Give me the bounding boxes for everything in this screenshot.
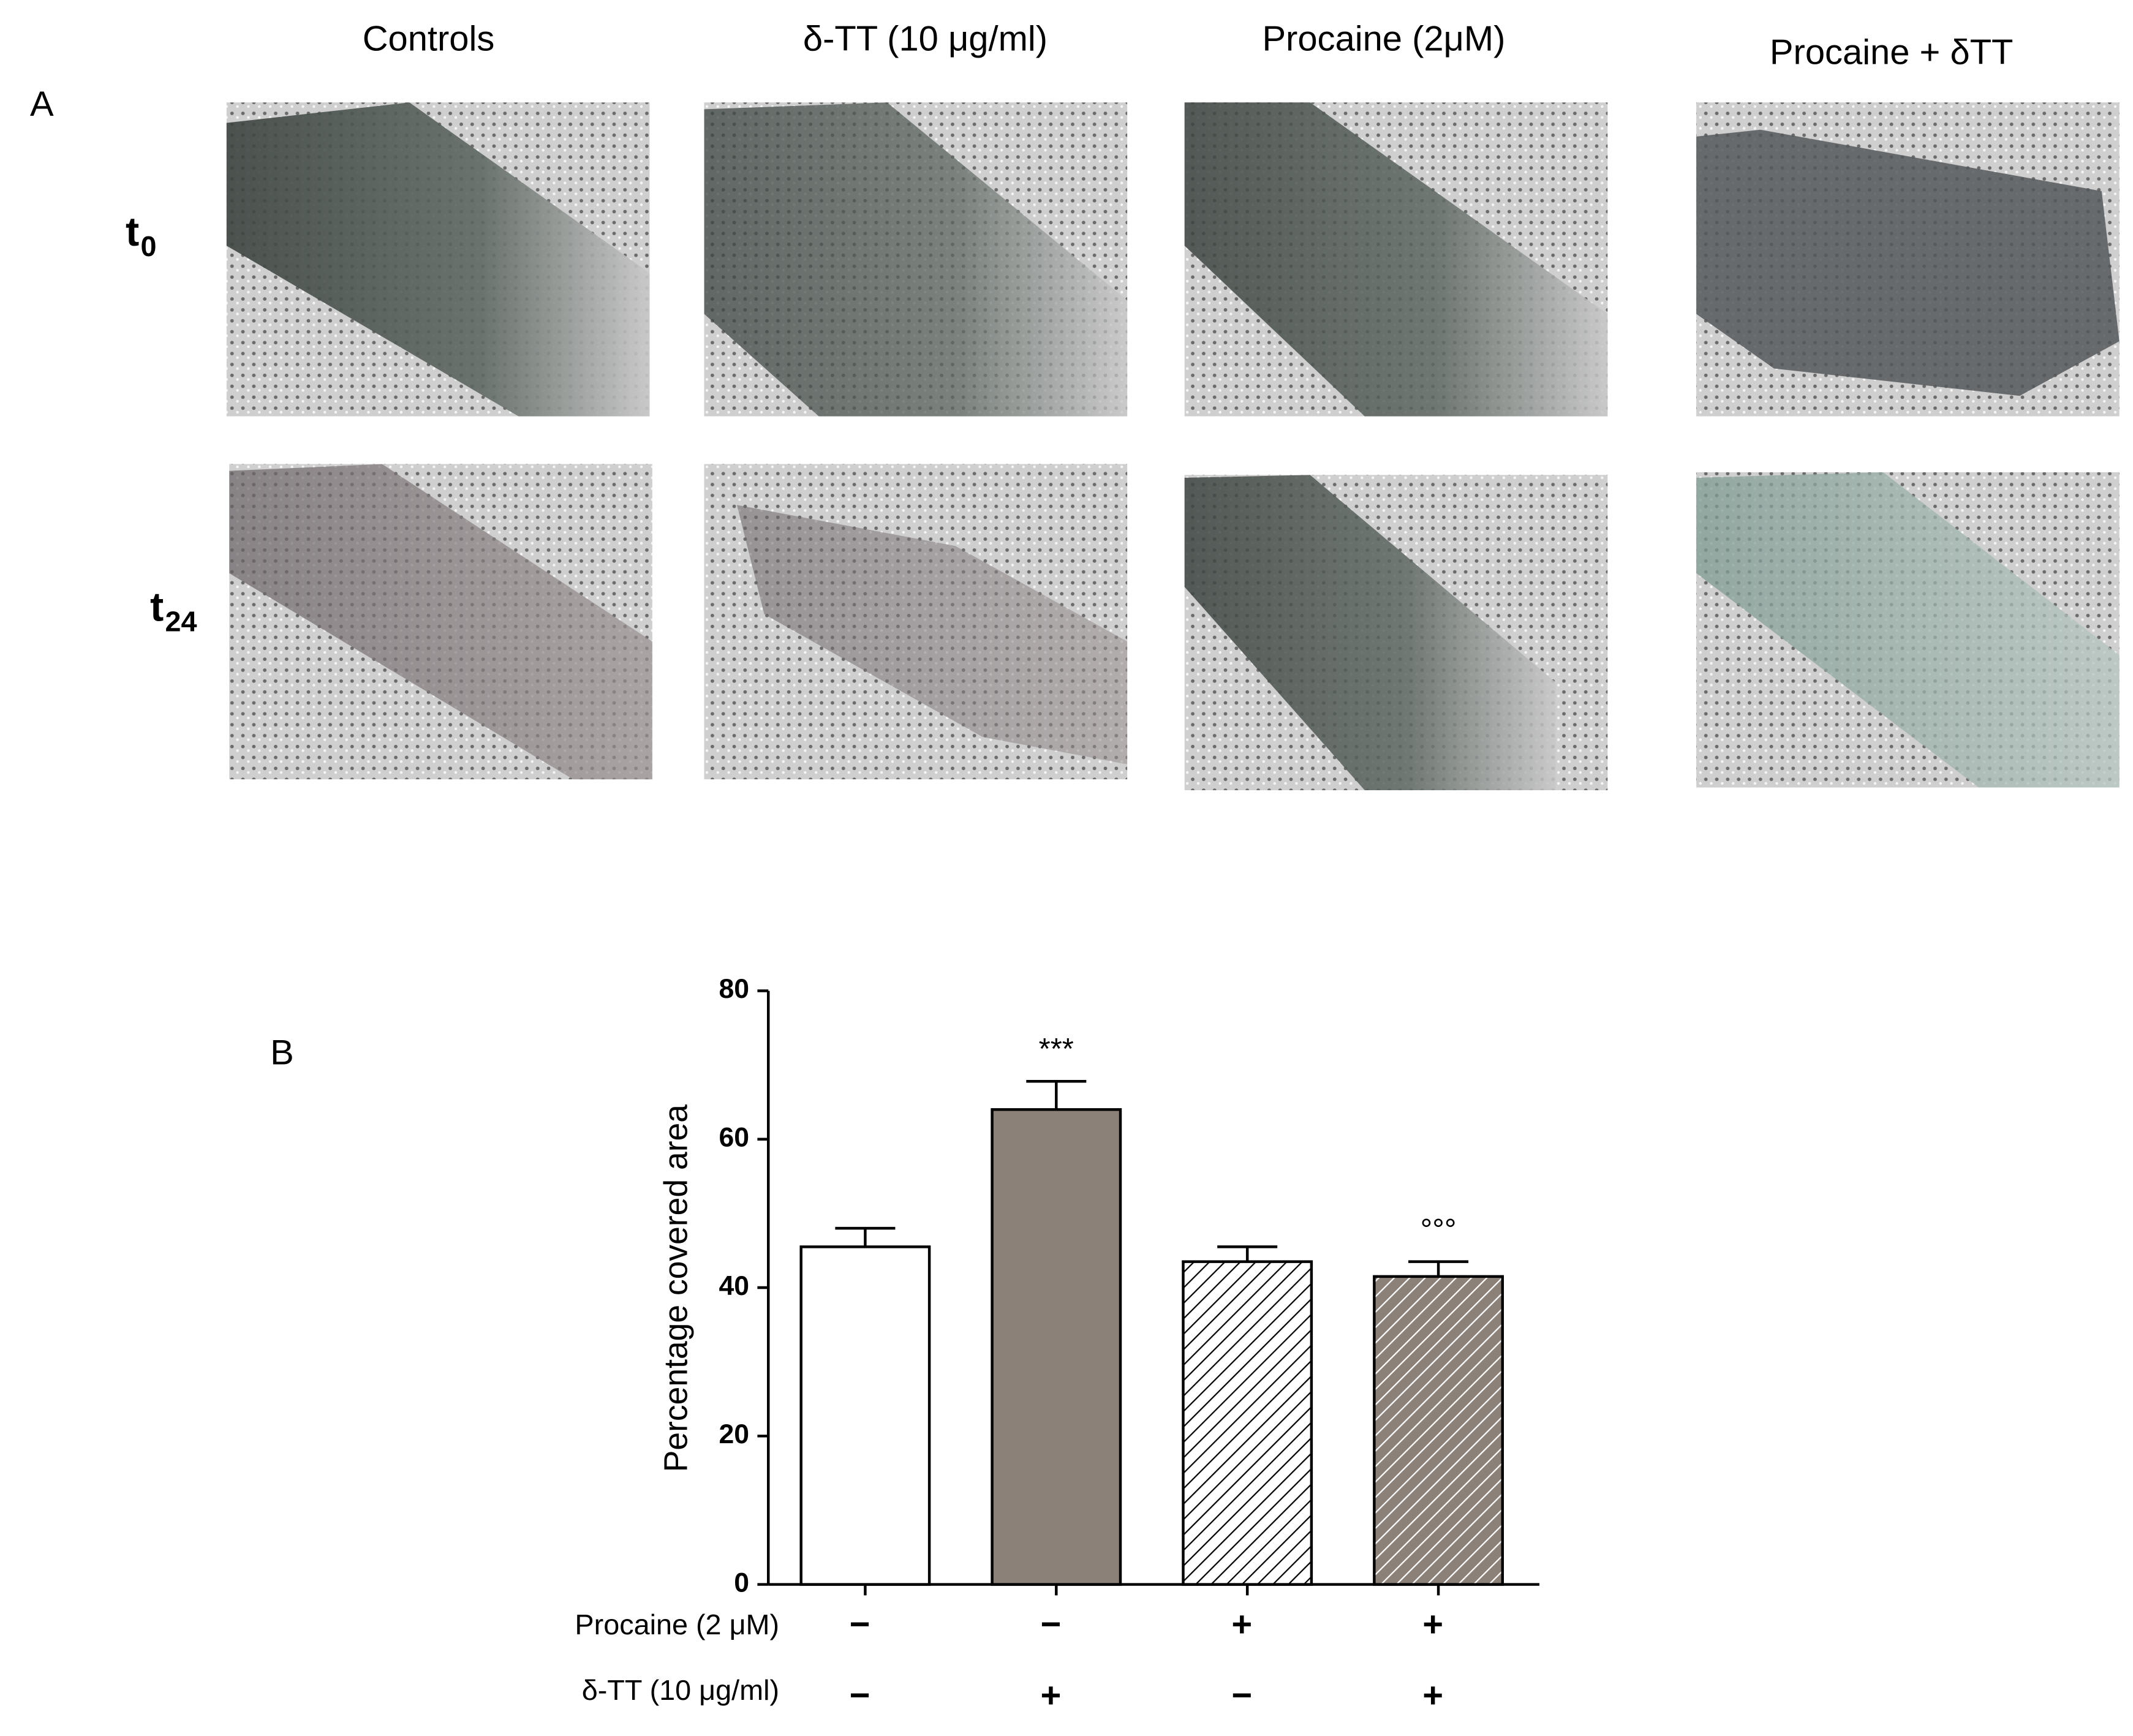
- bar: [1182, 1260, 1313, 1586]
- row-label: t: [150, 585, 164, 630]
- column-header: Controls: [363, 19, 495, 58]
- bar: [991, 1108, 1122, 1586]
- condition-mark: −: [1231, 1676, 1252, 1715]
- row-label-subscript: 0: [140, 230, 156, 262]
- row-label-subscript: 24: [165, 606, 197, 638]
- y-tick-label: 60: [719, 1123, 749, 1153]
- micrograph: [1184, 475, 1608, 791]
- significance-label: °°°: [1421, 1213, 1457, 1247]
- y-tick-label: 0: [734, 1568, 749, 1598]
- y-tick-label: 40: [719, 1271, 749, 1301]
- row-label: t: [126, 209, 139, 255]
- micrograph: [226, 102, 650, 417]
- bar: [799, 1245, 931, 1586]
- condition-mark: −: [1040, 1605, 1061, 1644]
- y-axis-title: Percentage covered area: [658, 1104, 694, 1473]
- micrograph: [1696, 472, 2120, 788]
- micrograph: [1184, 102, 1608, 417]
- y-tick-label: 20: [719, 1419, 749, 1449]
- significance-label: ***: [1039, 1033, 1074, 1066]
- micrograph: [704, 102, 1128, 417]
- micrograph: [229, 464, 652, 780]
- column-header: Procaine + δTT: [1770, 33, 2014, 72]
- panel-label: B: [270, 1033, 294, 1073]
- condition-mark: −: [850, 1676, 870, 1715]
- bar: [1373, 1275, 1504, 1586]
- panel-label: A: [30, 85, 54, 124]
- y-tick-label: 80: [719, 974, 749, 1004]
- condition-mark: +: [1040, 1676, 1061, 1715]
- condition-mark: +: [1422, 1605, 1443, 1644]
- condition-mark: +: [1422, 1676, 1443, 1715]
- condition-mark: +: [1231, 1605, 1252, 1644]
- micrograph-grid: [226, 102, 2120, 791]
- condition-mark: −: [850, 1605, 870, 1644]
- micrograph: [704, 464, 1128, 780]
- bar-chart: 0 20 40 60 80 *** °°° Procaine (2 μM) − − + + δ-TT (…: [575, 974, 1539, 1715]
- column-header: Procaine (2μM): [1262, 19, 1505, 58]
- condition-label: δ-TT (10 μg/ml): [582, 1674, 779, 1706]
- panel-a-labels: Controls δ-TT (10 μg/ml) Procaine (2μM) Pro…: [126, 19, 2013, 637]
- micrograph: [1696, 102, 2120, 417]
- condition-label: Procaine (2 μM): [575, 1609, 779, 1640]
- column-header: δ-TT (10 μg/ml): [803, 19, 1048, 58]
